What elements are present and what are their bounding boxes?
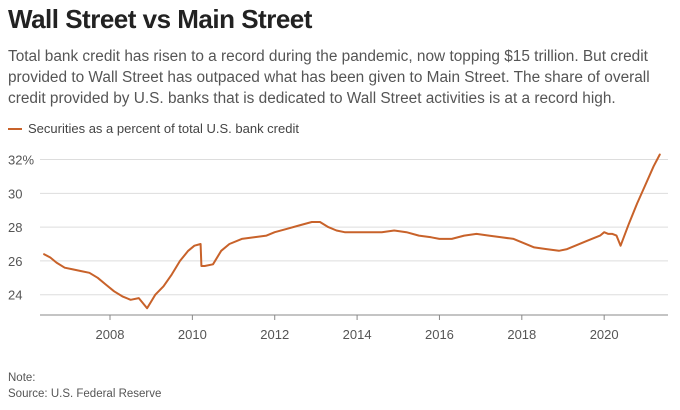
y-tick-label: 24 (8, 288, 22, 303)
y-tick-label: 32% (8, 153, 34, 168)
chart-source: Source: U.S. Federal Reserve (8, 388, 162, 400)
x-tick-label: 2020 (590, 327, 619, 342)
y-tick-label: 26 (8, 254, 22, 269)
x-tick-label: 2010 (178, 327, 207, 342)
legend-swatch (8, 127, 22, 130)
chart-footer: Note: Source: U.S. Federal Reserve (8, 370, 161, 402)
y-tick-label: 28 (8, 220, 22, 235)
chart-legend: Securities as a percent of total U.S. ba… (8, 121, 299, 136)
x-tick-label: 2012 (260, 327, 289, 342)
series-layer (43, 153, 661, 310)
x-axis (40, 314, 668, 320)
series-line (43, 153, 661, 310)
x-tick-label: 2016 (425, 327, 454, 342)
x-tick-label: 2018 (507, 327, 536, 342)
x-tick-label: 2014 (343, 327, 372, 342)
chart-note: Note: (8, 372, 36, 384)
legend-label: Securities as a percent of total U.S. ba… (28, 121, 299, 136)
chart-subtitle: Total bank credit has risen to a record … (8, 48, 650, 107)
x-tick-label: 2008 (96, 327, 125, 342)
x-tick-labels: 2008 2010 2012 2014 2016 2018 2020 (96, 327, 619, 342)
y-tick-label: 30 (8, 186, 22, 201)
chart-title: Wall Street vs Main Street (8, 4, 312, 34)
y-axis: 24 26 28 30 32% (8, 153, 34, 303)
grid-layer (40, 159, 668, 296)
